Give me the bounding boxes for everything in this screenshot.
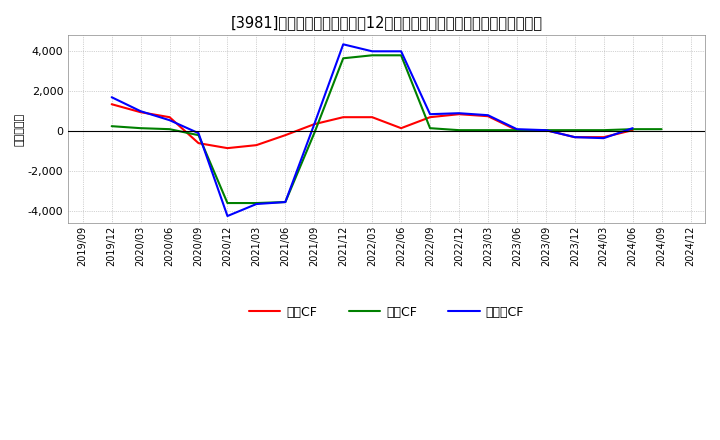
フリーCF — [599, 136, 608, 141]
フリーCF — [136, 109, 145, 114]
フリーCF — [629, 125, 637, 131]
投資CF — [107, 124, 116, 129]
営業CF — [513, 128, 521, 133]
投資CF — [136, 125, 145, 131]
Line: 営業CF: 営業CF — [112, 104, 633, 148]
営業CF — [339, 114, 348, 120]
フリーCF — [339, 42, 348, 47]
Title: [3981]　キャッシュフローの12か月移動合計の対前年同期増減額の推移: [3981] キャッシュフローの12か月移動合計の対前年同期増減額の推移 — [230, 15, 543, 30]
営業CF — [454, 112, 463, 117]
営業CF — [368, 114, 377, 120]
営業CF — [541, 128, 550, 133]
営業CF — [107, 102, 116, 107]
営業CF — [166, 114, 174, 120]
営業CF — [223, 146, 232, 151]
Y-axis label: （百万円）: （百万円） — [15, 113, 25, 146]
投資CF — [484, 128, 492, 133]
営業CF — [426, 114, 434, 120]
フリーCF — [454, 110, 463, 116]
フリーCF — [281, 199, 289, 205]
投資CF — [541, 128, 550, 133]
投資CF — [339, 55, 348, 61]
営業CF — [570, 135, 579, 140]
投資CF — [513, 128, 521, 133]
営業CF — [136, 110, 145, 115]
フリーCF — [513, 127, 521, 132]
フリーCF — [397, 49, 405, 54]
営業CF — [281, 132, 289, 138]
フリーCF — [426, 112, 434, 117]
投資CF — [281, 199, 289, 205]
営業CF — [310, 121, 318, 127]
営業CF — [194, 140, 203, 146]
フリーCF — [223, 213, 232, 219]
Line: フリーCF: フリーCF — [112, 44, 633, 216]
営業CF — [484, 114, 492, 119]
投資CF — [252, 200, 261, 205]
フリーCF — [541, 128, 550, 133]
投資CF — [397, 53, 405, 58]
投資CF — [310, 131, 318, 136]
フリーCF — [368, 49, 377, 54]
投資CF — [166, 127, 174, 132]
フリーCF — [310, 121, 318, 127]
営業CF — [629, 128, 637, 133]
投資CF — [194, 132, 203, 138]
フリーCF — [107, 95, 116, 100]
営業CF — [397, 125, 405, 131]
営業CF — [599, 135, 608, 140]
投資CF — [599, 128, 608, 133]
投資CF — [454, 128, 463, 133]
フリーCF — [570, 135, 579, 140]
営業CF — [252, 143, 261, 148]
フリーCF — [194, 131, 203, 136]
投資CF — [223, 200, 232, 205]
フリーCF — [252, 202, 261, 207]
投資CF — [426, 125, 434, 131]
Line: 投資CF: 投資CF — [112, 55, 662, 203]
投資CF — [368, 53, 377, 58]
投資CF — [657, 127, 666, 132]
投資CF — [629, 127, 637, 132]
フリーCF — [484, 113, 492, 118]
フリーCF — [166, 117, 174, 123]
Legend: 営業CF, 投資CF, フリーCF: 営業CF, 投資CF, フリーCF — [244, 301, 529, 323]
投資CF — [570, 128, 579, 133]
